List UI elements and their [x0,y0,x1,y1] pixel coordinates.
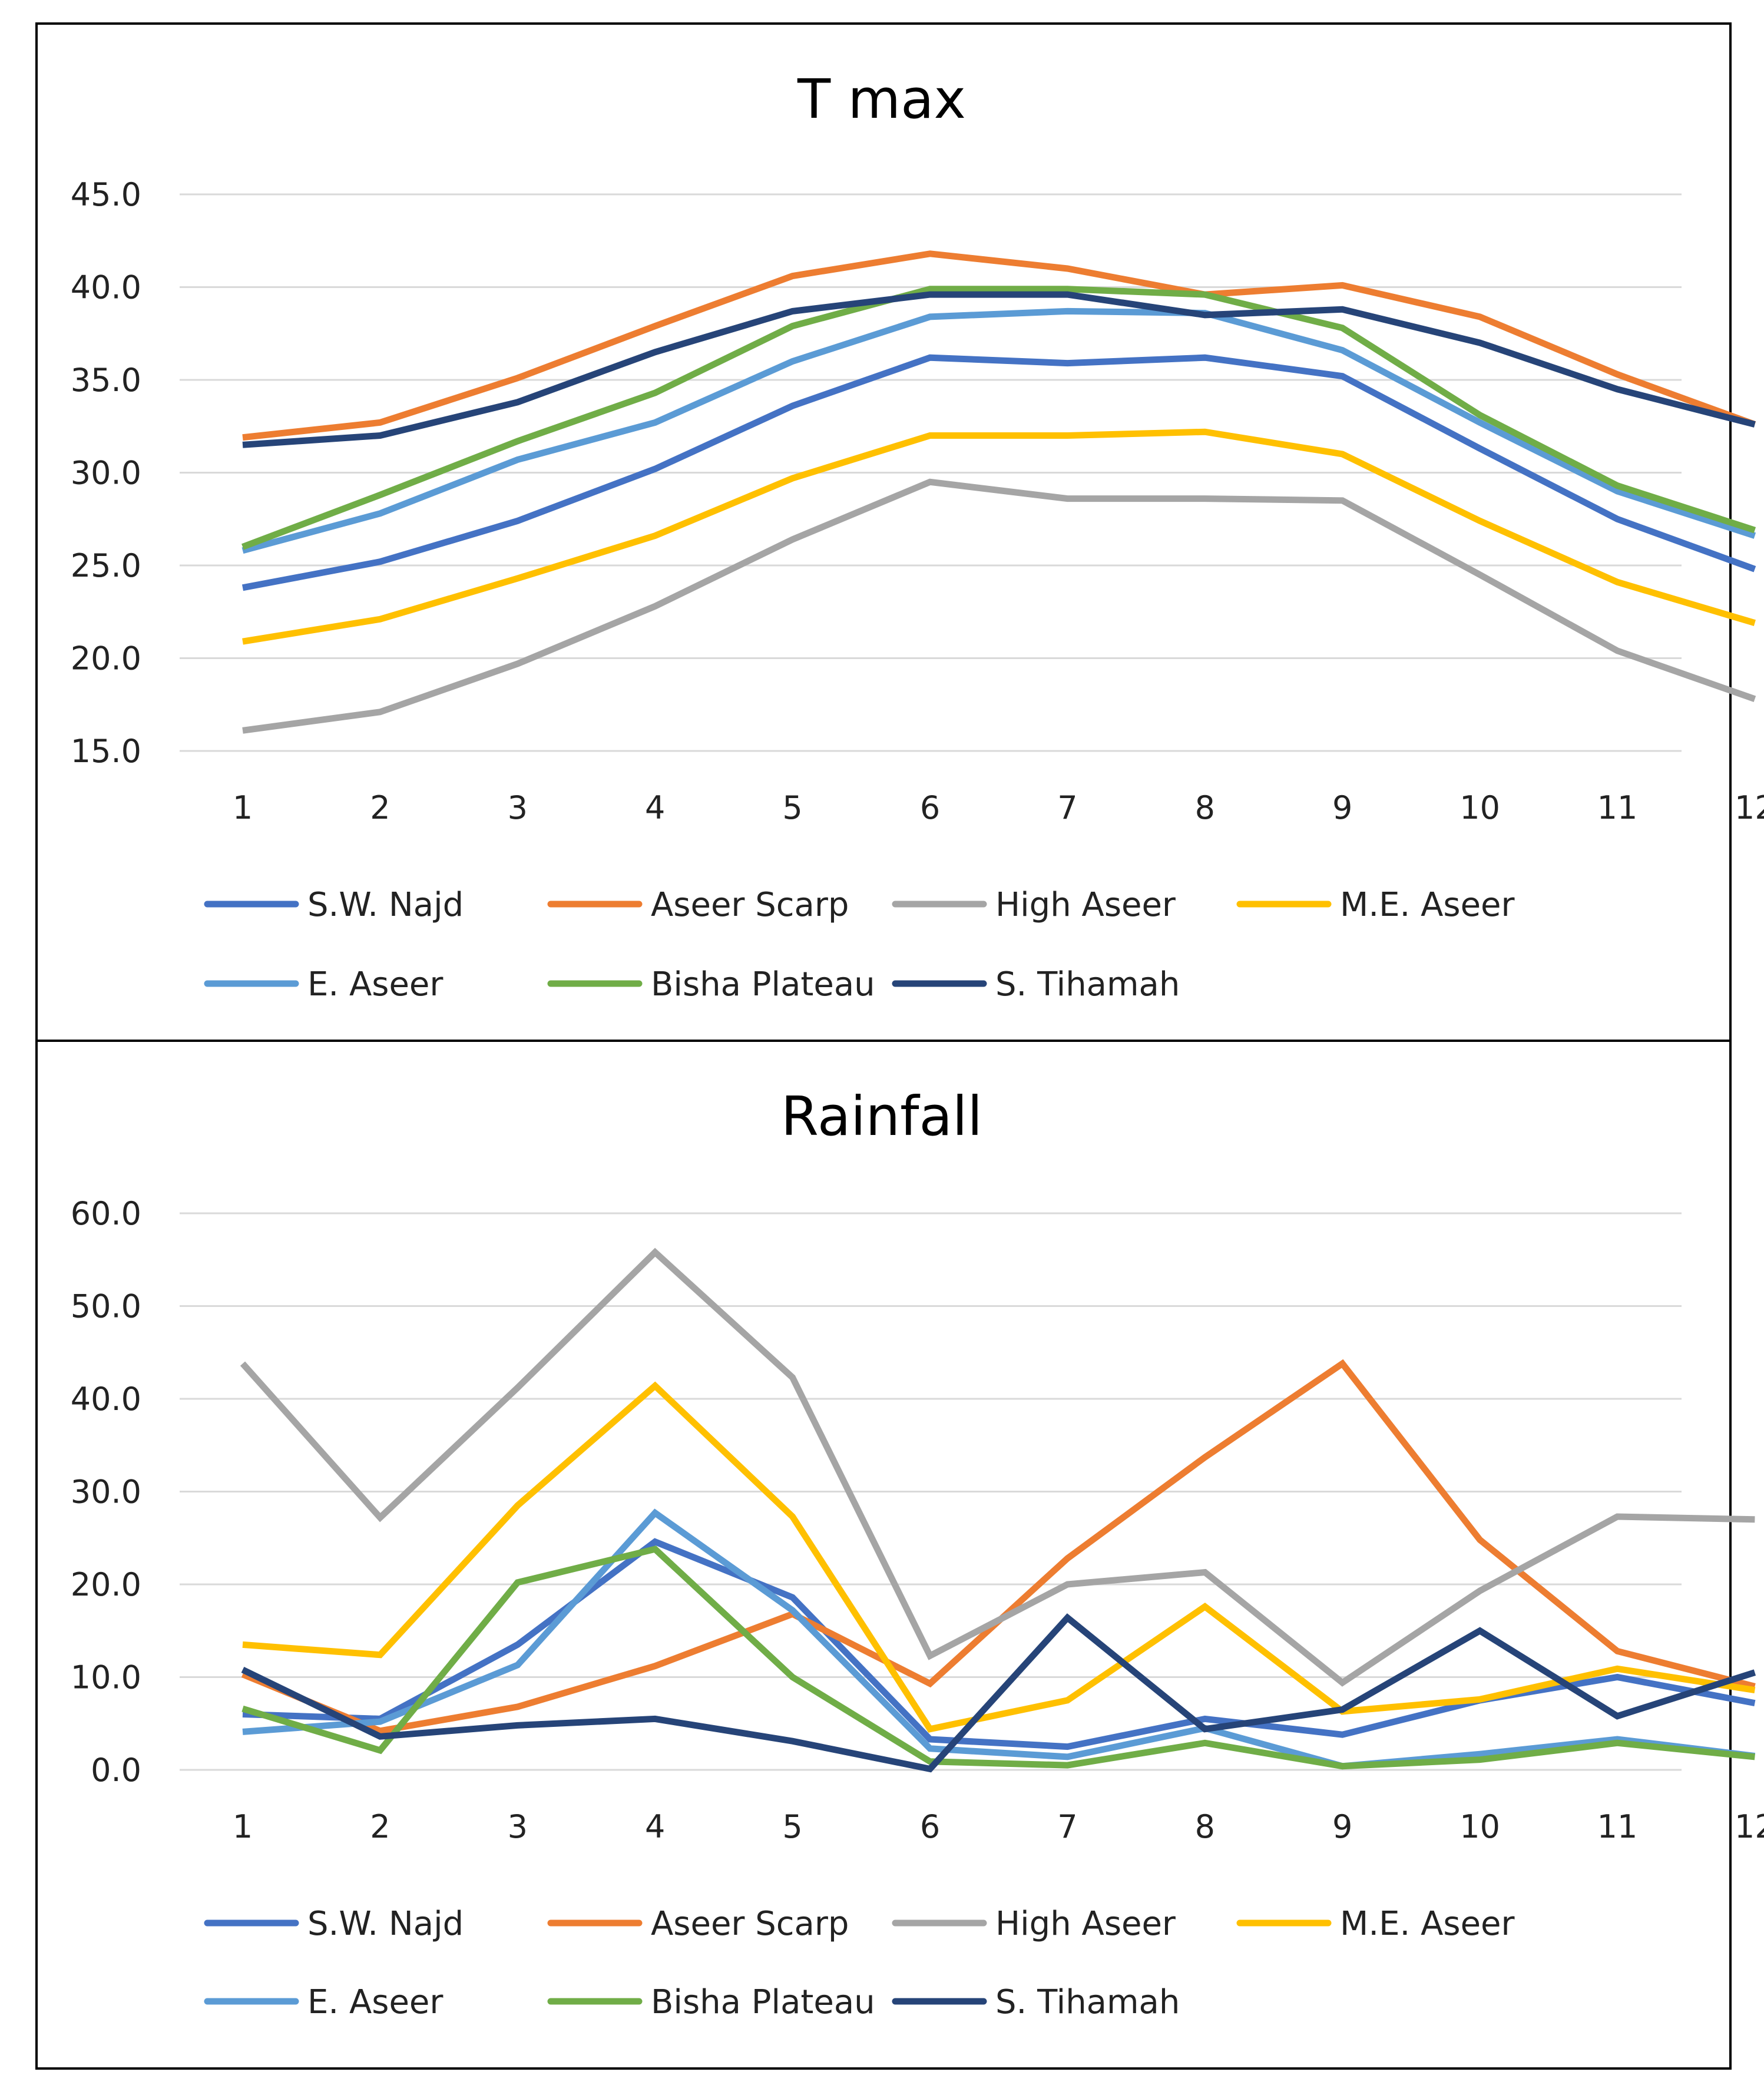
tmax-y-tick-label: 30.0 [71,455,141,492]
tmax-x-tick-label: 5 [782,789,802,826]
tmax-y-tick-label: 40.0 [71,269,141,306]
legend-label: M.E. Aseer [1340,886,1515,924]
rainfall-y-tick-label: 50.0 [71,1288,141,1325]
legend-label: E. Aseer [307,965,444,1004]
tmax-x-tick-label: 1 [233,789,253,826]
rainfall-series-line-high-aseer [240,1247,1755,1687]
tmax-x-tick-label: 6 [920,789,940,826]
tmax-y-tick-label: 15.0 [71,733,141,770]
tmax-series [241,250,1756,734]
tmax-chart-title: T max [797,68,966,131]
rainfall-y-tick-label: 10.0 [71,1659,141,1696]
tmax-y-axis-ticks: 15.0 20.0 25.0 30.0 35.0 40.0 45.0 [71,176,141,770]
rainfall-series [240,1247,1756,1773]
tmax-series-line-s-tihamah [242,291,1756,448]
rainfall-legend-item-s-w-najd: S.W. Najd [204,1905,464,1943]
legend-label: High Aseer [995,1905,1176,1943]
tmax-series-line-aseer-scarp [242,250,1756,441]
rainfall-series-line-e-aseer [242,1508,1756,1770]
tmax-legend-item-e-aseer: E. Aseer [204,965,444,1004]
tmax-x-tick-label: 3 [508,789,528,826]
rainfall-y-tick-label: 0.0 [91,1752,141,1789]
rainfall-series-line-s-tihamah [241,1613,1756,1773]
legend-label: M.E. Aseer [1340,1905,1515,1943]
rainfall-x-tick-label: 12 [1735,1808,1764,1845]
tmax-series-line-e-aseer [241,307,1756,554]
tmax-legend: S.W. Najd Aseer Scarp High Aseer M.E. Aseer… [204,886,1515,1004]
rainfall-y-tick-label: 40.0 [71,1381,141,1418]
rainfall-x-tick-label: 2 [370,1808,390,1845]
tmax-legend-item-s-w-najd: S.W. Najd [204,886,464,924]
rainfall-x-tick-label: 1 [233,1808,253,1845]
legend-label: S.W. Najd [307,886,464,924]
rainfall-x-tick-label: 3 [508,1808,528,1845]
legend-label: Bisha Plateau [651,965,875,1004]
legend-label: S. Tihamah [995,1983,1180,2021]
rainfall-legend-item-s-tihamah: S. Tihamah [892,1983,1180,2021]
rainfall-legend-item-bisha-plateau: Bisha Plateau [547,1983,875,2021]
rainfall-y-tick-label: 20.0 [71,1566,141,1603]
rainfall-legend-item-aseer-scarp: Aseer Scarp [547,1905,849,1943]
tmax-legend-item-s-tihamah: S. Tihamah [892,965,1180,1004]
tmax-x-tick-label: 9 [1332,789,1352,826]
tmax-x-tick-label: 8 [1195,789,1215,826]
rainfall-x-tick-label: 11 [1597,1808,1638,1845]
legend-label: S. Tihamah [995,965,1180,1004]
legend-label: Aseer Scarp [651,1905,849,1943]
tmax-series-line-high-aseer [242,478,1756,734]
legend-label: Bisha Plateau [651,1983,875,2021]
legend-label: High Aseer [995,886,1176,924]
rainfall-series-line-m-e-aseer [242,1381,1756,1733]
rainfall-legend-item-e-aseer: E. Aseer [204,1983,444,2021]
tmax-y-tick-label: 25.0 [71,547,141,584]
legend-label: Aseer Scarp [651,886,849,924]
rainfall-x-tick-label: 7 [1057,1808,1077,1845]
tmax-x-tick-label: 10 [1459,789,1500,826]
tmax-series-line-bisha-plateau [241,286,1756,550]
rainfall-x-tick-label: 9 [1332,1808,1352,1845]
rainfall-series-line-bisha-plateau [241,1545,1755,1770]
tmax-y-tick-label: 35.0 [71,362,141,399]
tmax-x-tick-label: 4 [645,789,665,826]
legend-label: E. Aseer [307,1983,444,2021]
tmax-series-line-m-e-aseer [242,428,1756,645]
tmax-legend-item-bisha-plateau: Bisha Plateau [547,965,875,1004]
rainfall-x-tick-label: 6 [920,1808,940,1845]
tmax-y-tick-label: 20.0 [71,640,141,677]
tmax-legend-item-high-aseer: High Aseer [892,886,1176,924]
rainfall-y-tick-label: 30.0 [71,1474,141,1511]
rainfall-y-tick-label: 60.0 [71,1195,141,1232]
tmax-x-tick-label: 11 [1597,789,1638,826]
tmax-legend-item-m-e-aseer: M.E. Aseer [1236,886,1515,924]
rainfall-x-tick-label: 8 [1195,1808,1215,1845]
rainfall-legend-item-high-aseer: High Aseer [892,1905,1176,1943]
rainfall-x-axis-ticks: 123456789101112 [233,1808,1764,1845]
tmax-x-tick-label: 12 [1735,789,1764,826]
rainfall-chart-title: Rainfall [781,1085,982,1148]
tmax-x-tick-label: 2 [370,789,390,826]
tmax-legend-item-aseer-scarp: Aseer Scarp [547,886,849,924]
tmax-x-axis-ticks: 123456789101112 [233,789,1764,826]
tmax-series-line-s-w-najd [241,354,1756,591]
legend-label: S.W. Najd [307,1905,464,1943]
rainfall-x-tick-label: 4 [645,1808,665,1845]
rainfall-legend-item-m-e-aseer: M.E. Aseer [1236,1905,1515,1943]
rainfall-x-tick-label: 5 [782,1808,802,1845]
tmax-y-tick-label: 45.0 [71,176,141,213]
tmax-x-tick-label: 7 [1057,789,1077,826]
rainfall-y-axis-ticks: 0.0 10.0 20.0 30.0 40.0 50.0 60.0 [71,1195,141,1789]
rainfall-legend: S.W. Najd Aseer Scarp High Aseer M.E. Aseer… [204,1905,1515,2021]
rainfall-x-tick-label: 10 [1459,1808,1500,1845]
